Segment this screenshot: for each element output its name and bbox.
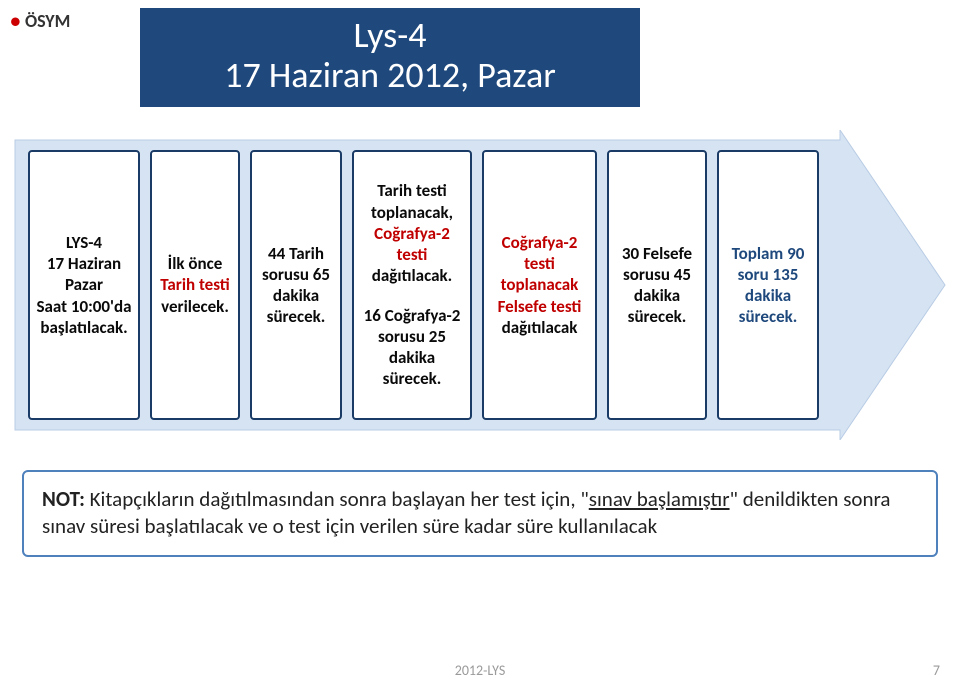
logo-text: ÖSYM: [25, 10, 70, 32]
flow-box-text: 17 Haziran Pazar: [36, 253, 132, 296]
footer-text: 2012-LYS: [0, 662, 960, 679]
flow-box-0: LYS-417 Haziran PazarSaat 10:00'da başla…: [28, 150, 140, 420]
flow-box-text: dağıtılacak.: [360, 265, 464, 286]
flow-box-5: 30 Felsefe sorusu 45 dakika sürecek.: [607, 150, 707, 420]
flow-box-text: dağıtılacak: [490, 317, 589, 338]
flow-box-text: 44 Tarih sorusu 65 dakika sürecek.: [258, 243, 334, 328]
osym-logo: ● ÖSYM: [10, 10, 70, 32]
note-before: Kitapçıkların dağıtılmasından sonra başl…: [85, 486, 589, 512]
logo-dot: ●: [10, 10, 21, 32]
flow-box-1: İlk önceTarih testiverilecek.: [150, 150, 240, 420]
flow-box-4: Coğrafya-2 testi toplanacakFelsefe testi…: [482, 150, 597, 420]
flow-box-text: Tarih testi toplanacak,: [360, 180, 464, 223]
flow-box-text: verilecek.: [158, 296, 232, 317]
flow-box-text: İlk önce: [158, 253, 232, 274]
flow-box-2: 44 Tarih sorusu 65 dakika sürecek.: [250, 150, 342, 420]
note-box: NOT: Kitapçıkların dağıtılmasından sonra…: [22, 470, 938, 557]
flow-box-text: LYS-4: [36, 232, 132, 253]
title-box: Lys-4 17 Haziran 2012, Pazar: [140, 8, 640, 107]
note-underlined: sınav başlamıştır: [589, 486, 730, 512]
flow-box-3: Tarih testi toplanacak,Coğrafya-2 testid…: [352, 150, 472, 420]
flow-boxes: LYS-417 Haziran PazarSaat 10:00'da başla…: [28, 150, 908, 420]
title-line2: 17 Haziran 2012, Pazar: [142, 56, 638, 96]
page-number: 7: [933, 662, 940, 679]
flow-box-text: Tarih testi: [158, 274, 232, 295]
title-line1: Lys-4: [142, 16, 638, 56]
flow-box-text: 16 Coğrafya-2 sorusu 25 dakika sürecek.: [360, 305, 464, 390]
flow-box-text: Saat 10:00'da başlatılacak.: [36, 296, 132, 339]
flow-box-6: Toplam 90 soru 135 dakika sürecek.: [717, 150, 819, 420]
flow-arrow: LYS-417 Haziran PazarSaat 10:00'da başla…: [10, 130, 950, 440]
flow-box-text: Coğrafya-2 testi: [360, 223, 464, 266]
flow-box-text: Coğrafya-2 testi toplanacak: [490, 232, 589, 296]
flow-box-text: Toplam 90 soru 135 dakika sürecek.: [725, 243, 811, 328]
flow-box-text: 30 Felsefe sorusu 45 dakika sürecek.: [615, 243, 699, 328]
note-prefix: NOT:: [42, 486, 85, 512]
flow-box-text: Felsefe testi: [490, 296, 589, 317]
